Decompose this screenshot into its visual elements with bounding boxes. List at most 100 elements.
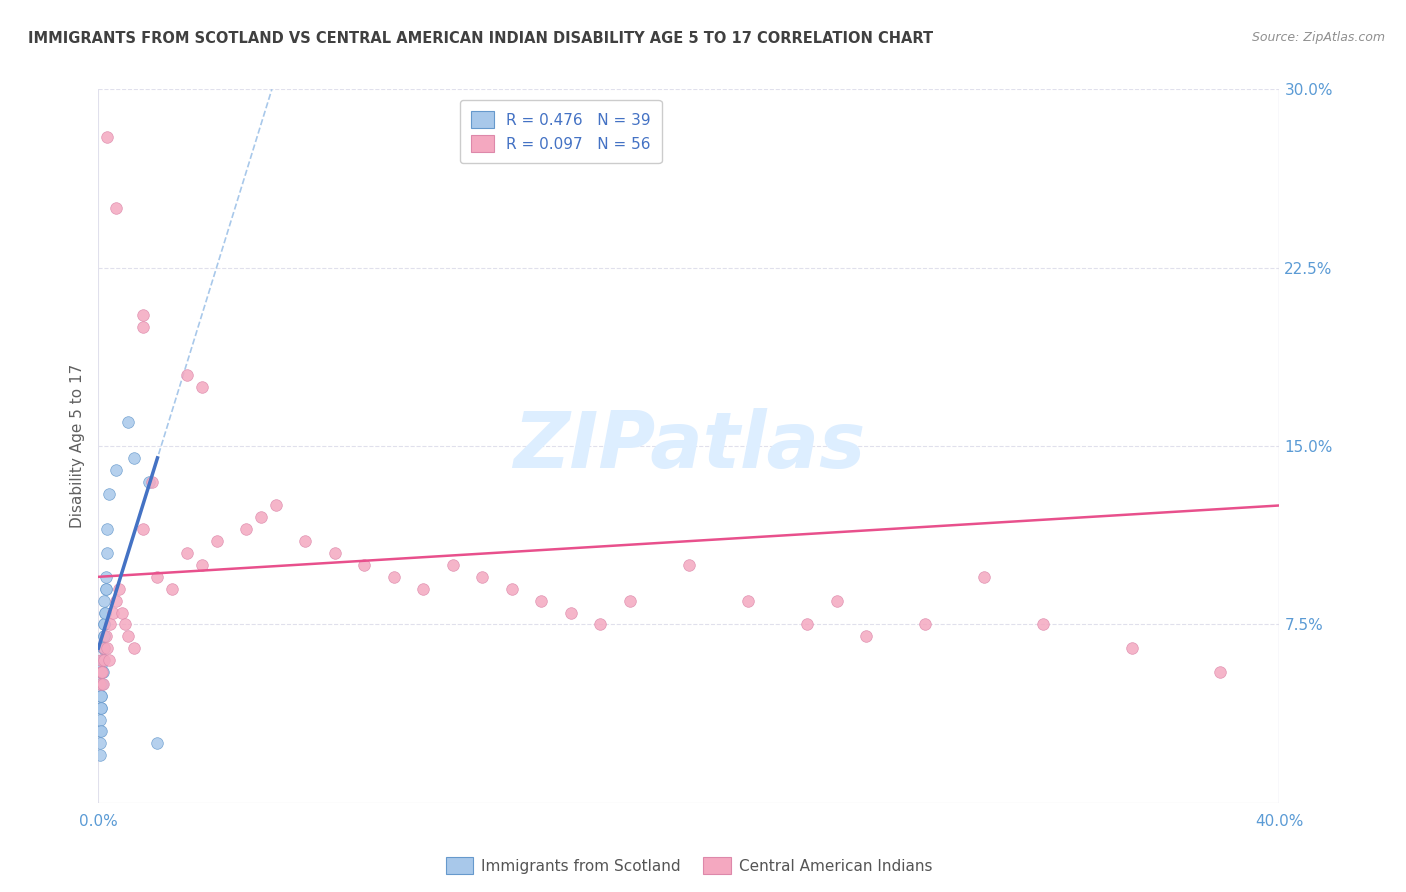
Point	[96, 546, 118, 560]
Point	[122, 641, 145, 656]
Point	[93, 629, 115, 643]
Point	[90, 689, 112, 703]
Point	[89, 748, 111, 763]
Point	[89, 724, 111, 739]
Point	[103, 606, 125, 620]
Point	[176, 368, 198, 382]
Point	[108, 582, 131, 596]
Point	[91, 677, 114, 691]
Point	[796, 617, 818, 632]
Point	[93, 641, 115, 656]
Point	[205, 534, 228, 549]
Point	[1032, 617, 1054, 632]
Point	[111, 606, 134, 620]
Point	[90, 657, 112, 672]
Point	[94, 629, 117, 643]
Point	[98, 617, 121, 632]
Point	[89, 677, 111, 691]
Point	[855, 629, 877, 643]
Point	[90, 700, 112, 714]
Point	[235, 522, 257, 536]
Point	[91, 641, 114, 656]
Point	[114, 617, 136, 632]
Point	[90, 689, 112, 703]
Point	[93, 617, 115, 632]
Point	[93, 641, 115, 656]
Point	[117, 415, 139, 429]
Point	[89, 677, 111, 691]
Point	[94, 582, 117, 596]
Point	[91, 665, 114, 679]
Point	[90, 700, 112, 714]
Point	[353, 558, 375, 572]
Point	[91, 665, 114, 679]
Point	[1121, 641, 1143, 656]
Point	[90, 677, 112, 691]
Point	[93, 593, 115, 607]
Point	[146, 570, 169, 584]
Point	[825, 593, 848, 607]
Point	[97, 653, 120, 667]
Point	[96, 129, 118, 144]
Point	[412, 582, 434, 596]
Point	[105, 593, 128, 607]
Legend: R = 0.476   N = 39, R = 0.097   N = 56: R = 0.476 N = 39, R = 0.097 N = 56	[460, 101, 662, 162]
Point	[146, 736, 169, 750]
Point	[471, 570, 494, 584]
Point	[176, 546, 198, 560]
Point	[90, 653, 112, 667]
Point	[323, 546, 346, 560]
Point	[138, 475, 160, 489]
Point	[90, 724, 112, 739]
Point	[94, 606, 117, 620]
Point	[530, 593, 553, 607]
Point	[93, 617, 115, 632]
Legend: Immigrants from Scotland, Central American Indians: Immigrants from Scotland, Central Americ…	[440, 851, 938, 880]
Point	[441, 558, 464, 572]
Point	[91, 677, 114, 691]
Point	[105, 463, 128, 477]
Point	[90, 665, 112, 679]
Point	[122, 450, 145, 465]
Point	[105, 201, 128, 215]
Point	[264, 499, 287, 513]
Point	[737, 593, 759, 607]
Point	[89, 713, 111, 727]
Point	[141, 475, 163, 489]
Point	[90, 665, 112, 679]
Point	[589, 617, 612, 632]
Point	[94, 606, 117, 620]
Point	[97, 486, 120, 500]
Point	[914, 617, 936, 632]
Point	[132, 308, 155, 322]
Point	[96, 522, 118, 536]
Point	[91, 665, 114, 679]
Point	[117, 629, 139, 643]
Text: Source: ZipAtlas.com: Source: ZipAtlas.com	[1251, 31, 1385, 45]
Point	[294, 534, 316, 549]
Point	[973, 570, 995, 584]
Text: ZIPatlas: ZIPatlas	[513, 408, 865, 484]
Point	[91, 653, 114, 667]
Point	[501, 582, 523, 596]
Point	[89, 700, 111, 714]
Point	[94, 582, 117, 596]
Point	[1209, 665, 1232, 679]
Point	[93, 653, 115, 667]
Point	[382, 570, 405, 584]
Point	[94, 570, 117, 584]
Point	[678, 558, 700, 572]
Point	[132, 522, 155, 536]
Point	[93, 629, 115, 643]
Text: IMMIGRANTS FROM SCOTLAND VS CENTRAL AMERICAN INDIAN DISABILITY AGE 5 TO 17 CORRE: IMMIGRANTS FROM SCOTLAND VS CENTRAL AMER…	[28, 31, 934, 46]
Point	[250, 510, 273, 524]
Y-axis label: Disability Age 5 to 17: Disability Age 5 to 17	[70, 364, 86, 528]
Point	[89, 736, 111, 750]
Point	[191, 558, 214, 572]
Point	[619, 593, 641, 607]
Point	[162, 582, 183, 596]
Point	[96, 641, 118, 656]
Point	[91, 653, 114, 667]
Point	[132, 320, 155, 334]
Point	[560, 606, 582, 620]
